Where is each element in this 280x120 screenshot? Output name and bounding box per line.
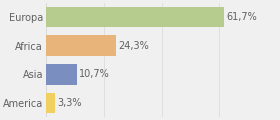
Bar: [46, 64, 77, 85]
Text: 24,3%: 24,3%: [118, 41, 149, 51]
Text: 3,3%: 3,3%: [58, 98, 82, 108]
Bar: [46, 35, 116, 56]
Bar: [46, 93, 55, 113]
Bar: [46, 7, 224, 27]
Text: 10,7%: 10,7%: [79, 69, 110, 79]
Text: 61,7%: 61,7%: [227, 12, 257, 22]
